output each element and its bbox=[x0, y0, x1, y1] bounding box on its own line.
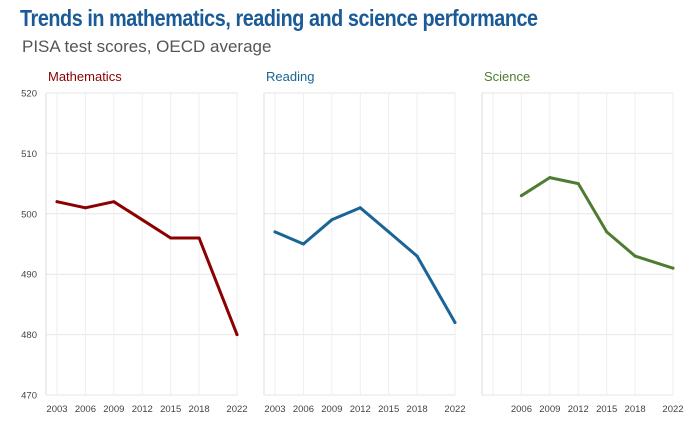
y-tick-label: 470 bbox=[21, 391, 37, 402]
data-point bbox=[633, 254, 637, 258]
x-tick-label: 2003 bbox=[46, 404, 67, 415]
data-point bbox=[273, 230, 277, 234]
series-line bbox=[519, 176, 675, 270]
x-tick-label: 2018 bbox=[407, 404, 428, 415]
x-tick-label: 2015 bbox=[378, 404, 399, 415]
panel-title: Reading bbox=[266, 69, 314, 84]
x-tick-label: 2003 bbox=[264, 404, 285, 415]
chart-title: Trends in mathematics, reading and scien… bbox=[20, 5, 538, 31]
data-point bbox=[671, 266, 675, 270]
data-point bbox=[197, 236, 201, 240]
x-tick-label: 2006 bbox=[75, 404, 96, 415]
y-tick-label: 500 bbox=[21, 209, 37, 220]
y-tick-label: 520 bbox=[21, 89, 37, 100]
data-point bbox=[83, 206, 87, 210]
data-point bbox=[140, 218, 144, 222]
data-point bbox=[415, 254, 419, 258]
x-tick-label: 2022 bbox=[444, 404, 465, 415]
x-tick-label: 2009 bbox=[539, 404, 560, 415]
data-point bbox=[605, 230, 609, 234]
data-point bbox=[358, 206, 362, 210]
data-point bbox=[235, 333, 239, 337]
panel-title: Science bbox=[484, 69, 530, 84]
y-tick-label: 490 bbox=[21, 270, 37, 281]
series-line bbox=[273, 206, 457, 324]
y-tick-label: 480 bbox=[21, 330, 37, 341]
data-point bbox=[55, 200, 59, 204]
x-tick-label: 2018 bbox=[625, 404, 646, 415]
x-tick-label: 2012 bbox=[132, 404, 153, 415]
x-tick-label: 2015 bbox=[596, 404, 617, 415]
data-point bbox=[453, 321, 457, 325]
data-point bbox=[301, 242, 305, 246]
x-tick-label: 2018 bbox=[189, 404, 210, 415]
x-tick-label: 2012 bbox=[568, 404, 589, 415]
x-tick-label: 2009 bbox=[321, 404, 342, 415]
x-tick-label: 2009 bbox=[103, 404, 124, 415]
panel-title: Mathematics bbox=[48, 69, 122, 84]
x-tick-label: 2022 bbox=[662, 404, 683, 415]
data-point bbox=[548, 176, 552, 180]
data-point bbox=[112, 200, 116, 204]
series-line bbox=[55, 200, 239, 337]
data-point bbox=[387, 230, 391, 234]
x-tick-label: 2012 bbox=[350, 404, 371, 415]
x-tick-label: 2022 bbox=[226, 404, 247, 415]
x-tick-label: 2015 bbox=[160, 404, 181, 415]
chart-subtitle: PISA test scores, OECD average bbox=[22, 37, 272, 56]
data-point bbox=[169, 236, 173, 240]
data-point bbox=[519, 194, 523, 198]
x-tick-label: 2006 bbox=[511, 404, 532, 415]
x-tick-label: 2006 bbox=[293, 404, 314, 415]
data-point bbox=[330, 218, 334, 222]
data-point bbox=[576, 182, 580, 186]
y-tick-label: 510 bbox=[21, 149, 37, 160]
